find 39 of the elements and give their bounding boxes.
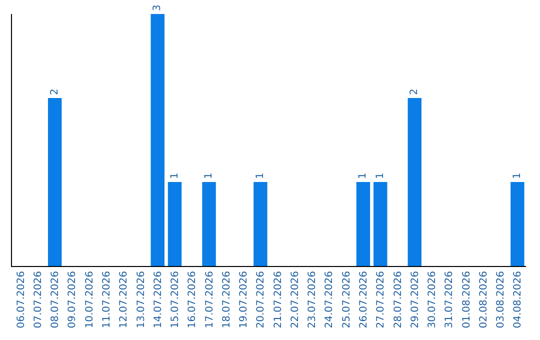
x-tick-label: 10.07.2026 [84,271,96,328]
x-tick-label: 04.08.2026 [512,271,524,328]
x-tick-label: 16.07.2026 [187,271,198,328]
data-label: 1 [512,172,523,179]
x-tick-label: 08.07.2026 [50,271,62,328]
x-tick-label: 26.07.2026 [358,271,370,328]
x-tick-label: 29.07.2026 [410,271,421,328]
x-tick-label: 03.08.2026 [496,271,507,328]
data-label: 1 [374,172,386,179]
x-tick-label: 30.07.2026 [427,271,438,328]
x-tick-label: 12.07.2026 [118,271,130,328]
x-tick-label: 09.07.2026 [67,271,78,328]
x-tick-label: 27.07.2026 [376,271,387,328]
x-tick-label: 01.08.2026 [461,271,472,328]
x-tick-label: 11.07.2026 [101,271,112,328]
data-label: 1 [169,172,180,179]
x-tick-label: 06.07.2026 [16,271,27,328]
x-tick-label: 21.07.2026 [272,271,284,328]
x-tick-label: 20.07.2026 [256,271,267,328]
data-label: 2 [409,88,420,95]
x-tick-label: 18.07.2026 [221,271,232,328]
data-label: 2 [49,88,60,95]
data-label: 1 [358,172,369,179]
x-tick-label: 23.07.2026 [307,271,318,328]
x-tick-label: 22.07.2026 [290,271,301,328]
data-label: 1 [254,172,266,179]
data-label: 1 [204,172,215,179]
x-tick-label: 17.07.2026 [204,271,216,328]
data-label: 3 [152,4,164,11]
x-tick-label: 07.07.2026 [32,271,44,328]
x-tick-label: 15.07.2026 [170,271,182,328]
x-tick-label: 13.07.2026 [136,271,147,328]
x-tick-label: 28.07.2026 [392,271,404,328]
x-tick-label: 31.07.2026 [444,271,456,328]
x-tick-label: 24.07.2026 [324,271,336,328]
x-tick-label: 25.07.2026 [341,271,352,328]
x-tick-label: 02.08.2026 [478,271,490,328]
x-tick-label: 14.07.2026 [152,271,164,328]
x-tick-label: 19.07.2026 [238,271,250,328]
